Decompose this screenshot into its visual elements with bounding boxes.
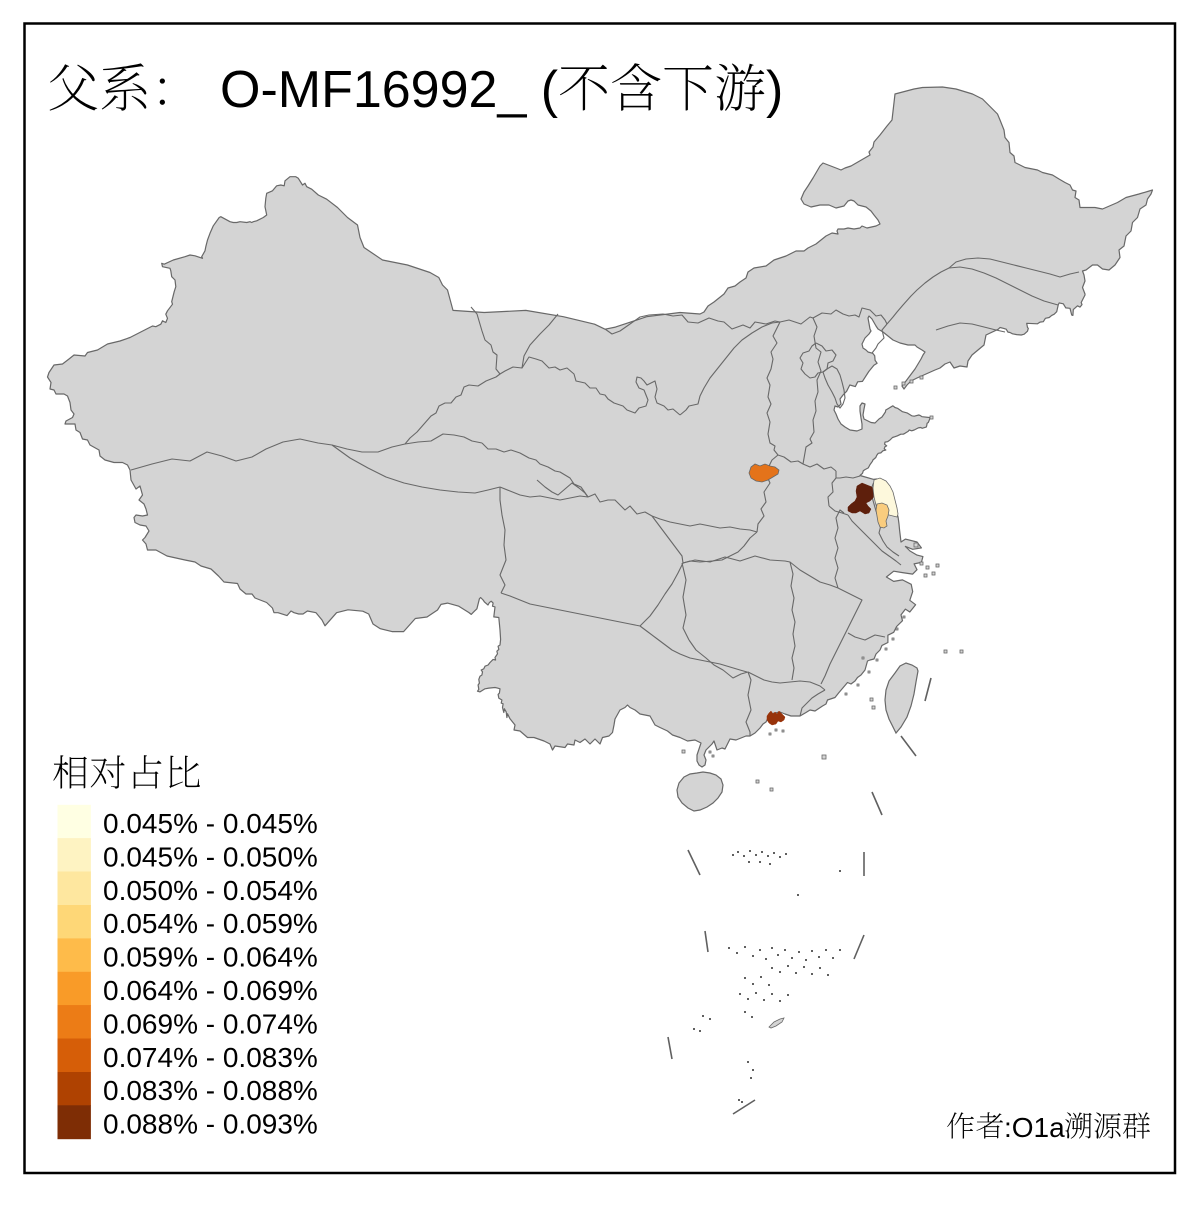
svg-text:0.045% - 0.050%: 0.045% - 0.050%: [103, 841, 318, 872]
svg-text:0.064% - 0.069%: 0.064% - 0.069%: [103, 975, 318, 1006]
svg-text:0.074% - 0.083%: 0.074% - 0.083%: [103, 1042, 318, 1073]
svg-text:0.054% - 0.059%: 0.054% - 0.059%: [103, 908, 318, 939]
svg-text:0.069% - 0.074%: 0.069% - 0.074%: [103, 1008, 318, 1039]
svg-text:0.088% - 0.093%: 0.088% - 0.093%: [103, 1109, 318, 1140]
svg-text:0.045% - 0.045%: 0.045% - 0.045%: [103, 808, 318, 839]
svg-text:): ): [766, 61, 783, 119]
svg-text::O1a: :O1a: [1004, 1112, 1065, 1143]
svg-text:O-MF16992_ (: O-MF16992_ (: [220, 61, 559, 119]
svg-text:0.059% - 0.064%: 0.059% - 0.064%: [103, 942, 318, 973]
svg-text:0.050% - 0.054%: 0.050% - 0.054%: [103, 875, 318, 906]
svg-text:0.083% - 0.088%: 0.083% - 0.088%: [103, 1075, 318, 1106]
